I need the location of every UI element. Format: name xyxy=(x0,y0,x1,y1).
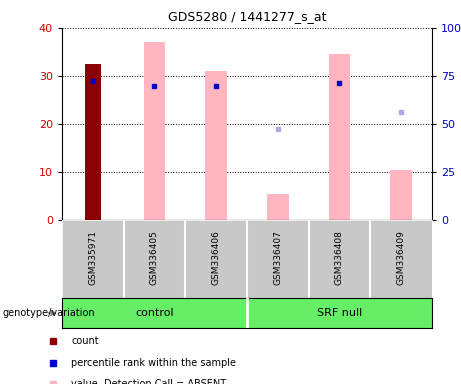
Text: GSM336405: GSM336405 xyxy=(150,230,159,285)
Bar xyxy=(85,64,100,220)
Text: value, Detection Call = ABSENT: value, Detection Call = ABSENT xyxy=(71,379,226,384)
Text: GSM336409: GSM336409 xyxy=(396,230,406,285)
Bar xyxy=(329,55,350,220)
Bar xyxy=(144,42,165,220)
Text: control: control xyxy=(135,308,174,318)
Bar xyxy=(205,71,227,220)
Text: SRF null: SRF null xyxy=(317,308,362,318)
Text: GDS5280 / 1441277_s_at: GDS5280 / 1441277_s_at xyxy=(168,10,326,23)
Text: GSM336408: GSM336408 xyxy=(335,230,344,285)
Bar xyxy=(390,170,412,220)
Text: GSM335971: GSM335971 xyxy=(89,230,97,285)
Text: GSM336407: GSM336407 xyxy=(273,230,282,285)
Bar xyxy=(267,194,289,220)
Text: percentile rank within the sample: percentile rank within the sample xyxy=(71,358,236,367)
Text: genotype/variation: genotype/variation xyxy=(2,308,95,318)
Text: count: count xyxy=(71,336,99,346)
Text: GSM336406: GSM336406 xyxy=(212,230,221,285)
